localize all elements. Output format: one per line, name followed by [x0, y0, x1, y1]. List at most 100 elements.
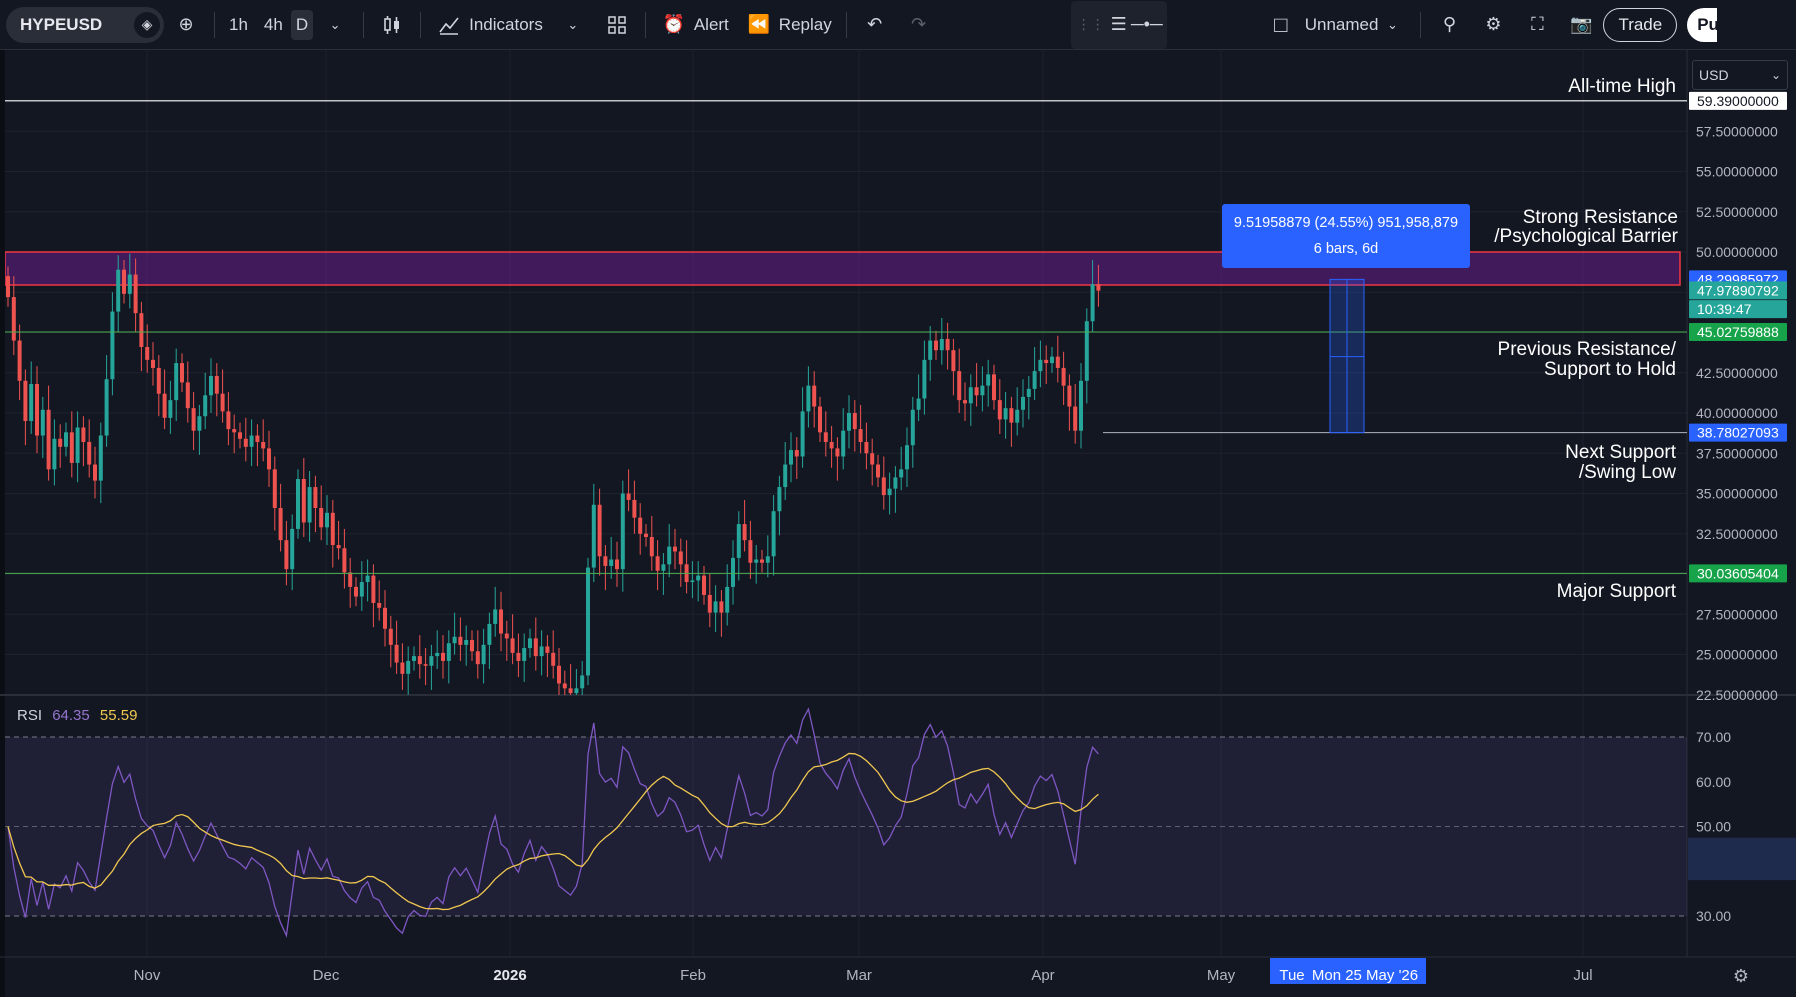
symbol-flag-icon[interactable]: ◈	[134, 11, 160, 38]
price-tick-label: 52.50000000	[1696, 204, 1778, 220]
candle-body	[881, 477, 886, 496]
candle-body	[754, 559, 759, 563]
price-axis-highlight	[1689, 423, 1787, 442]
candle-body	[1009, 408, 1014, 423]
candle-body	[591, 504, 596, 568]
candle-body	[504, 633, 509, 639]
alert-button[interactable]: ⏰ Alert	[652, 7, 737, 43]
annotation-next-support[interactable]: Next Support	[1565, 442, 1677, 463]
annotation-major-support[interactable]: Major Support	[1557, 581, 1677, 602]
price-tick-label: 57.50000000	[1696, 123, 1778, 139]
annotation-swing-low[interactable]: /Swing Low	[1579, 462, 1676, 483]
toolbar-divider	[420, 11, 422, 38]
candle-body	[226, 411, 231, 430]
trade-button[interactable]: Trade	[1603, 7, 1678, 42]
candle-body	[835, 448, 840, 457]
layout-button[interactable]: □ Unnamed ⌄	[1259, 7, 1415, 43]
candle-body	[522, 648, 527, 661]
candle-body	[696, 575, 701, 581]
candle-body	[1044, 359, 1049, 364]
axis-settings-icon[interactable]: ⚙	[1733, 966, 1749, 986]
toolbar-divider	[363, 11, 365, 38]
rsi-legend[interactable]: RSI 64.35 55.59	[17, 707, 137, 724]
redo-button[interactable]: ↷	[897, 7, 941, 43]
candle-body	[214, 375, 219, 394]
price-tick-label: 25.00000000	[1696, 647, 1778, 663]
fullscreen-icon: ⛶	[1531, 14, 1544, 34]
chevron-down-icon: ⌄	[329, 16, 341, 32]
timeframe-4h[interactable]: 4h	[263, 14, 283, 34]
timeframe-1h[interactable]: 1h	[229, 14, 248, 34]
alarm-clock-icon: ⏰	[662, 14, 686, 34]
candle-body	[1003, 408, 1008, 420]
horizontal-line-icon[interactable]: ─•─	[1130, 14, 1163, 34]
candle-body	[748, 540, 753, 563]
rsi-ma-line	[7, 752, 1099, 911]
candle-body	[528, 638, 532, 649]
redo-icon: ↷	[911, 14, 927, 34]
chart-canvas[interactable]: 57.50000000 55.00000000 52.50000000 50.0000…	[0, 50, 1796, 997]
price-axis-highlight-label: 10:39:47	[1697, 301, 1752, 317]
annotation-strong-resistance[interactable]: Strong Resistance	[1523, 207, 1678, 228]
candle-body	[185, 382, 190, 409]
time-tick-label: Apr	[1031, 967, 1054, 984]
camera-icon: 📷	[1570, 14, 1593, 34]
price-tick-label: 50.00000000	[1696, 244, 1778, 260]
symbol-name: HYPEUSD	[20, 14, 103, 34]
fullscreen-button[interactable]: ⛶	[1515, 7, 1559, 43]
candle-body	[75, 427, 80, 463]
indicators-label: Indicators	[469, 14, 543, 34]
line-style-icon[interactable]: ☰	[1110, 14, 1127, 34]
grid-icon	[603, 11, 631, 39]
candle-body	[893, 477, 898, 489]
settings-button[interactable]: ⚙	[1471, 7, 1515, 43]
drag-handle-icon[interactable]: ⋮⋮	[1076, 16, 1105, 32]
candle-body	[40, 409, 45, 436]
replay-icon: ⏪	[747, 14, 770, 34]
candle-body	[887, 488, 892, 496]
currency-select[interactable]: USD ⌄	[1692, 60, 1788, 90]
compare-symbol-button[interactable]: ⊕	[164, 7, 208, 43]
annotation-all-time-high[interactable]: All-time High	[1568, 76, 1676, 97]
publish-button[interactable]: Publish	[1687, 7, 1718, 42]
candle-body	[278, 507, 283, 541]
rsi-line	[7, 707, 1099, 938]
annotation-support-to-hold[interactable]: Support to Hold	[1544, 359, 1676, 380]
time-tick-label: May	[1207, 967, 1236, 984]
floating-drawing-toolbar[interactable]: ⋮⋮ ☰ ─•─	[1070, 0, 1167, 49]
candle-body	[876, 464, 880, 478]
timeframe-d[interactable]: D	[290, 9, 314, 40]
candle-body	[122, 269, 126, 294]
rsi-label: RSI	[17, 707, 43, 724]
candle-body	[313, 487, 318, 508]
undo-button[interactable]: ↶	[853, 7, 897, 43]
quick-search-button[interactable]: ⚲	[1427, 7, 1471, 43]
price-tick-label: 55.00000000	[1696, 164, 1778, 180]
templates-button[interactable]	[595, 7, 639, 43]
timeframe-dropdown[interactable]: ⌄	[313, 7, 357, 43]
rsi-tick-label: 50.00	[1696, 819, 1731, 835]
chart-type-button[interactable]	[370, 7, 414, 43]
snapshot-button[interactable]: 📷	[1559, 7, 1603, 43]
candle-body	[951, 350, 956, 372]
candle-body	[661, 564, 666, 571]
candle-body	[649, 536, 654, 557]
indicators-button[interactable]: Indicators	[427, 7, 551, 43]
rsi-value: 64.35	[52, 707, 90, 724]
annotation-psychological-barrier[interactable]: /Psychological Barrier	[1494, 226, 1678, 247]
candle-body	[29, 384, 34, 422]
candle-body	[162, 393, 167, 418]
plus-circle-icon: ⊕	[178, 14, 194, 34]
rsi-tick-label: 30.00	[1696, 908, 1731, 924]
candle-body	[980, 385, 985, 396]
symbol-search-button[interactable]: HYPEUSD ◈	[6, 6, 164, 43]
annotation-previous-resistance[interactable]: Previous Resistance/	[1498, 339, 1677, 360]
candle-body	[104, 379, 109, 436]
candle-body	[81, 427, 86, 442]
indicators-dropdown[interactable]: ⌄	[551, 7, 595, 43]
replay-button[interactable]: ⏪ Replay	[737, 7, 840, 43]
candle-body	[1038, 359, 1043, 372]
candle-body	[267, 448, 271, 470]
candle-body	[574, 688, 579, 694]
candle-body	[35, 384, 39, 436]
